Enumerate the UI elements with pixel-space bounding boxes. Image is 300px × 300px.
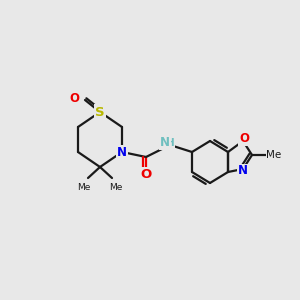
Text: H: H: [166, 138, 174, 148]
Text: N: N: [238, 164, 248, 178]
Text: O: O: [140, 169, 152, 182]
Text: N: N: [160, 136, 170, 149]
Text: Me: Me: [266, 150, 282, 160]
Text: O: O: [239, 133, 249, 146]
Text: S: S: [95, 106, 105, 118]
Text: N: N: [117, 146, 127, 158]
Text: O: O: [69, 92, 79, 104]
Text: Me: Me: [109, 183, 123, 192]
Text: Me: Me: [77, 183, 91, 192]
